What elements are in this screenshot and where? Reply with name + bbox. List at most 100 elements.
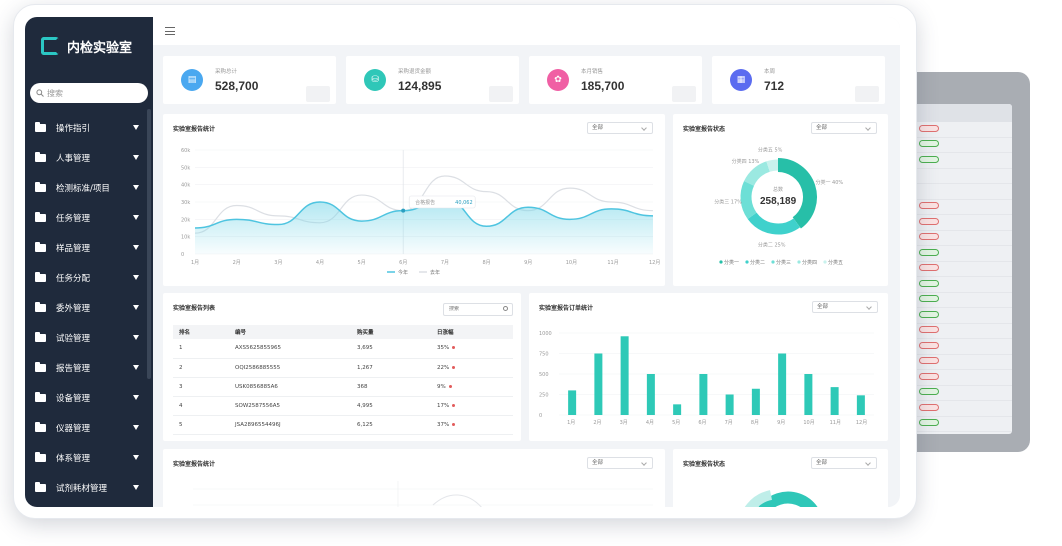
table-row[interactable]: 2 OQI2586885555 1,267 22% bbox=[173, 358, 513, 378]
donut-chart: 分类一 40% 分类二 25% 分类三 17% 分类四 13% 分类五 5% 总数 258,… bbox=[714, 147, 843, 266]
stat-value: 185,700 bbox=[581, 79, 625, 93]
column-header[interactable]: 编号 bbox=[229, 325, 351, 339]
column-header[interactable]: 购买量 bbox=[351, 325, 431, 339]
pie-slice[interactable] bbox=[744, 161, 771, 187]
chevron-down-icon[interactable] bbox=[133, 125, 139, 130]
sidebar-item[interactable]: 任务分配 bbox=[25, 263, 153, 293]
x-tick-label: 4月 bbox=[646, 420, 654, 426]
bar[interactable] bbox=[751, 388, 760, 415]
cell-text: 2 bbox=[179, 364, 183, 371]
sidebar-item[interactable]: 试剂耗材管理 bbox=[25, 473, 153, 503]
sidebar-scrollbar[interactable] bbox=[147, 109, 151, 379]
table-row[interactable]: 5 JSA2896554496J 6,125 37% bbox=[173, 415, 513, 435]
sidebar-item[interactable]: 体系管理 bbox=[25, 443, 153, 473]
table-search-input[interactable] bbox=[449, 306, 497, 312]
pie-slice[interactable] bbox=[740, 181, 757, 220]
sidebar-item-label: 仪器管理 bbox=[56, 424, 91, 434]
order-stats-card: 实验室报告订单统计 全部 0 250 500 750 1000 1月 2月 3月 4月 5月 6月 7… bbox=[529, 293, 888, 441]
chevron-down-icon[interactable] bbox=[133, 455, 139, 460]
pie-slice[interactable] bbox=[777, 158, 817, 229]
stat-decoration bbox=[672, 86, 696, 102]
column-header[interactable]: 排名 bbox=[173, 325, 229, 339]
app-screen: 内检实验室 操作指引人事管理检测标准/项目任务管理样品管理任务分配委外管理试验管… bbox=[25, 17, 900, 507]
bar[interactable] bbox=[620, 336, 629, 415]
menu-toggle-icon[interactable] bbox=[165, 27, 175, 35]
pie-slice[interactable] bbox=[747, 212, 801, 235]
bar[interactable] bbox=[646, 374, 655, 415]
sidebar-item-label: 体系管理 bbox=[56, 454, 91, 464]
sidebar-item[interactable]: 仪器管理 bbox=[25, 413, 153, 443]
stat-label: 采购总计 bbox=[215, 69, 238, 75]
chevron-down-icon[interactable] bbox=[133, 155, 139, 160]
sidebar-item[interactable]: 试验管理 bbox=[25, 323, 153, 353]
donut-chart-preview bbox=[744, 490, 818, 507]
table-row[interactable]: 3 USK0856885A6 368 9% bbox=[173, 377, 513, 397]
chevron-down-icon[interactable] bbox=[133, 215, 139, 220]
cell-code: JSA2896554496J bbox=[229, 415, 351, 435]
bar[interactable] bbox=[830, 387, 839, 415]
y-tick-label: 10k bbox=[181, 235, 190, 241]
chevron-down-icon[interactable] bbox=[133, 245, 139, 250]
stat-label: 本月销售 bbox=[581, 69, 604, 75]
bar-chart: 0 250 500 750 1000 1月 2月 3月 4月 5月 6月 7月 8月 9月 10月 11月 12… bbox=[539, 331, 874, 426]
x-tick-label: 5月 bbox=[672, 420, 680, 426]
folder-icon bbox=[35, 332, 46, 342]
stat-cards: ▤ 采购总计 528,700 ⛁ 采购退货金额 124,895 ✿ 本月销售 185,700 ▦ 本… bbox=[163, 56, 885, 104]
chevron-down-icon[interactable] bbox=[133, 275, 139, 280]
bar[interactable] bbox=[725, 394, 734, 416]
sidebar-search[interactable] bbox=[30, 83, 148, 103]
legend-label: 分类四 bbox=[802, 259, 817, 266]
cell-text: JSA2896554496J bbox=[235, 421, 281, 428]
bar[interactable] bbox=[594, 353, 603, 416]
cell-qty: 368 bbox=[351, 377, 431, 397]
bar[interactable] bbox=[856, 395, 865, 415]
report-status-select[interactable]: 全部 bbox=[811, 122, 877, 134]
search-icon bbox=[503, 306, 508, 311]
order-stats-select[interactable]: 全部 bbox=[812, 301, 878, 313]
bar[interactable] bbox=[699, 374, 708, 415]
sidebar-item[interactable]: 检测标准/项目 bbox=[25, 173, 153, 203]
cell-text: 3 bbox=[179, 383, 183, 390]
cell-text: OQI2586885555 bbox=[235, 364, 281, 371]
pie-slice[interactable] bbox=[766, 159, 779, 172]
report-stats-select-2[interactable]: 全部 bbox=[587, 457, 653, 469]
chevron-down-icon[interactable] bbox=[133, 485, 139, 490]
sidebar-item[interactable]: 任务管理 bbox=[25, 203, 153, 233]
table-search[interactable] bbox=[443, 303, 513, 316]
tooltip-value: 40,062 bbox=[455, 200, 473, 206]
sidebar-item[interactable]: 人事管理 bbox=[25, 143, 153, 173]
chevron-down-icon[interactable] bbox=[133, 335, 139, 340]
stat-value: 528,700 bbox=[215, 79, 259, 93]
cell-rank: 4 bbox=[173, 396, 229, 416]
stat-card: ✿ 本月销售 185,700 bbox=[529, 56, 702, 104]
sidebar-item[interactable]: 设备管理 bbox=[25, 383, 153, 413]
sidebar-item[interactable]: 报告管理 bbox=[25, 353, 153, 383]
folder-icon bbox=[35, 422, 46, 432]
x-tick-label: 11月 bbox=[607, 260, 618, 266]
report-stats-select[interactable]: 全部 bbox=[587, 122, 653, 134]
chevron-down-icon[interactable] bbox=[133, 425, 139, 430]
chevron-down-icon[interactable] bbox=[133, 305, 139, 310]
bar[interactable] bbox=[568, 390, 577, 415]
stat-card: ⛁ 采购退货金额 124,895 bbox=[346, 56, 519, 104]
sidebar-item[interactable]: 委外管理 bbox=[25, 293, 153, 323]
sidebar-item[interactable]: 操作指引 bbox=[25, 113, 153, 143]
sidebar-search-input[interactable] bbox=[47, 88, 127, 98]
y-tick-label: 250 bbox=[539, 393, 549, 399]
chevron-down-icon[interactable] bbox=[133, 395, 139, 400]
table-row[interactable]: 4 SOW2587556A5 4,995 17% bbox=[173, 396, 513, 416]
bar[interactable] bbox=[804, 374, 813, 415]
card-title: 实验室报告统计 bbox=[173, 126, 216, 133]
chevron-down-icon[interactable] bbox=[133, 365, 139, 370]
sidebar-item[interactable]: 样品管理 bbox=[25, 233, 153, 263]
column-header[interactable]: 日涨幅 bbox=[431, 325, 513, 339]
report-status-select-2[interactable]: 全部 bbox=[811, 457, 877, 469]
bar[interactable] bbox=[673, 404, 682, 415]
x-tick-label: 6月 bbox=[399, 260, 407, 266]
table-row[interactable]: 1 AXS5625855965 3,695 35% bbox=[173, 339, 513, 359]
report-stats-card-2: 实验室报告统计 全部 bbox=[163, 449, 665, 507]
hover-point[interactable] bbox=[401, 208, 406, 213]
chevron-down-icon[interactable] bbox=[133, 185, 139, 190]
bar[interactable] bbox=[778, 353, 787, 416]
